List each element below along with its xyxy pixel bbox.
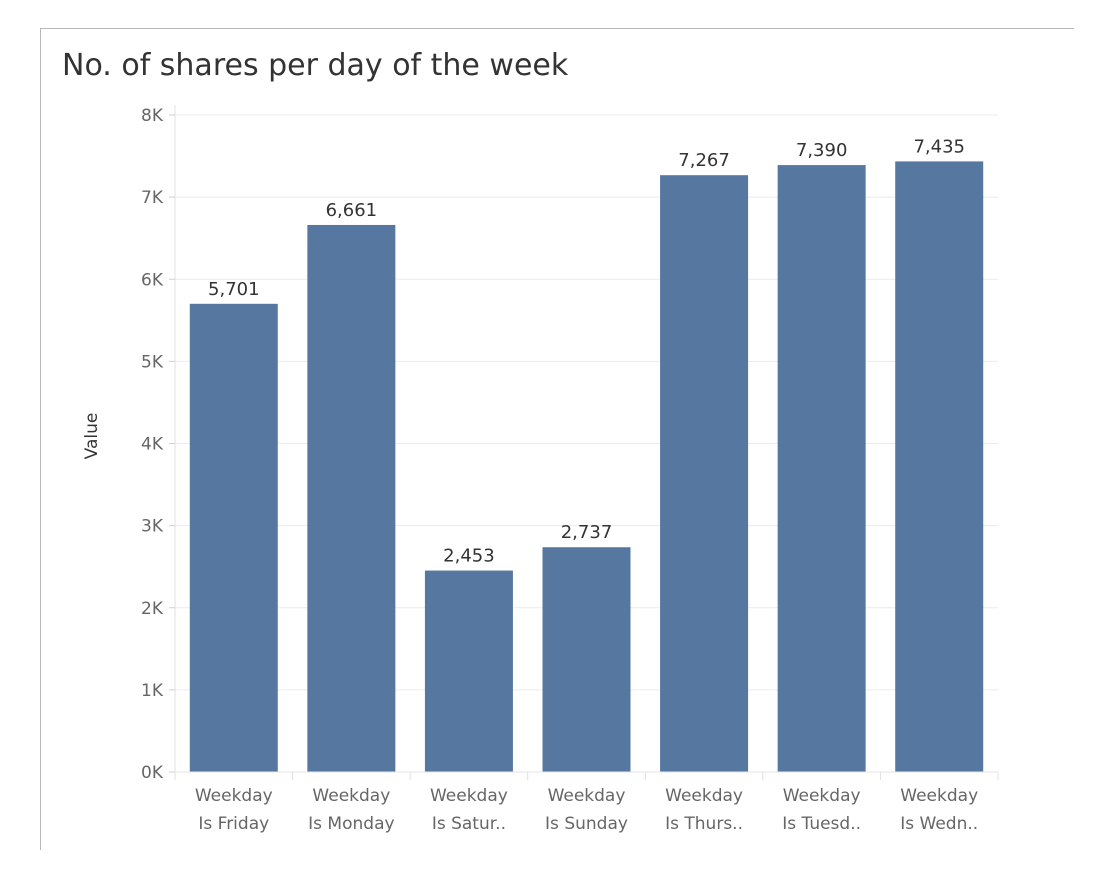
y-tick-label: 6K <box>141 270 164 290</box>
bar <box>189 303 278 772</box>
x-tick-label: Weekday <box>430 786 508 806</box>
panel-border-top <box>40 28 1074 29</box>
data-label: 7,267 <box>678 150 730 171</box>
bar <box>542 547 631 772</box>
y-axis-ticks: 0K 1K 2K 3K 4K 5K 6K 7K 8K <box>141 105 176 783</box>
y-tick-label: 0K <box>141 763 164 783</box>
data-label: 6,661 <box>326 200 378 221</box>
x-tick-label: Weekday <box>900 786 978 806</box>
bar <box>424 570 513 772</box>
x-tick-label: Is Friday <box>198 814 269 834</box>
bar <box>895 161 984 772</box>
y-tick-label: 3K <box>141 517 164 537</box>
panel-border-left <box>40 28 41 850</box>
x-tick-label: Weekday <box>665 786 743 806</box>
x-tick-label: Is Monday <box>308 814 394 834</box>
bars <box>189 161 984 772</box>
data-label: 2,453 <box>443 546 495 567</box>
x-tick-label: Weekday <box>312 786 390 806</box>
data-label: 7,435 <box>913 136 965 157</box>
bar <box>307 224 396 772</box>
x-tick-label: Weekday <box>195 786 273 806</box>
y-tick-label: 5K <box>141 352 164 372</box>
x-axis-ticks: Weekday Is Friday Weekday Is Monday Weekday I… <box>174 771 999 834</box>
x-tick-label: Is Wedn.. <box>900 814 978 834</box>
chart-title: No. of shares per day of the week <box>62 48 569 83</box>
data-label: 7,390 <box>796 140 848 161</box>
y-tick-label: 7K <box>141 188 164 208</box>
x-tick-label: Weekday <box>783 786 861 806</box>
x-tick-label: Is Sunday <box>545 814 628 834</box>
x-tick-label: Is Tuesd.. <box>782 814 861 834</box>
x-tick-label: Is Thurs.. <box>665 814 743 834</box>
data-label: 5,701 <box>208 279 260 300</box>
y-tick-label: 1K <box>141 681 164 701</box>
bar <box>660 175 749 772</box>
y-tick-label: 8K <box>141 106 164 126</box>
y-axis-label: Value <box>82 413 102 460</box>
x-tick-label: Weekday <box>548 786 626 806</box>
data-labels: 5,701 6,661 2,453 2,737 7,267 7,390 7,435 <box>208 136 965 566</box>
y-tick-label: 2K <box>141 599 164 619</box>
x-tick-label: Is Satur.. <box>432 814 506 834</box>
data-label: 2,737 <box>561 522 613 543</box>
y-tick-label: 4K <box>141 435 164 455</box>
bar <box>777 165 866 772</box>
